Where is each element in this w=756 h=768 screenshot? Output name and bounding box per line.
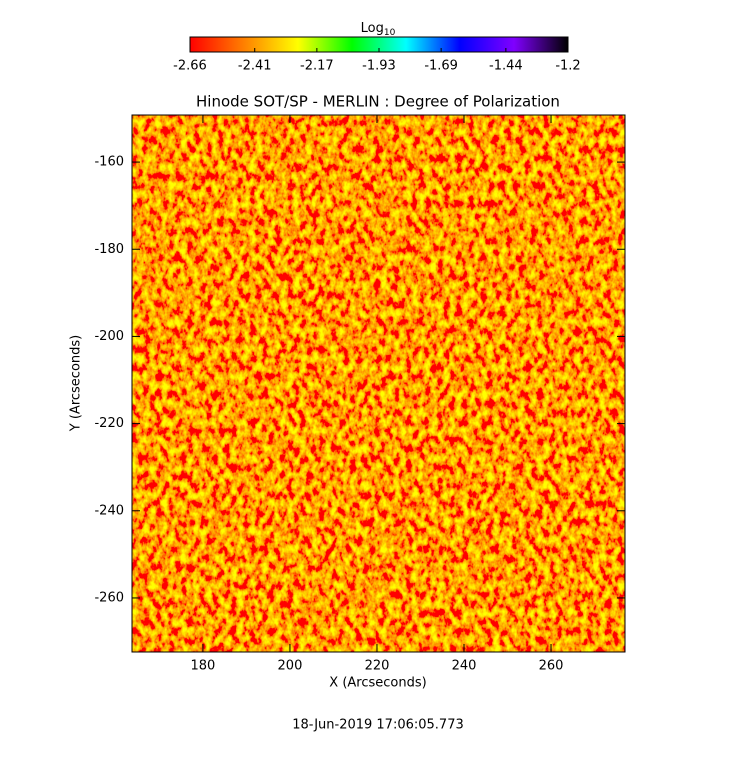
x-tick-label: 240 [452, 659, 477, 674]
y-tick-label: -220 [94, 416, 124, 431]
y-tick-label: -200 [94, 329, 124, 344]
y-tick-label: -180 [94, 242, 124, 257]
x-tick-label: 260 [539, 659, 564, 674]
x-tick-label: 200 [278, 659, 303, 674]
colorbar-title-text: Log [361, 21, 384, 36]
colorbar-tick-label: -1.69 [424, 59, 458, 74]
x-tick-label: 220 [365, 659, 390, 674]
x-tick-label: 180 [191, 659, 216, 674]
plot-frame [131, 114, 626, 653]
colorbar-tick-label: -2.66 [173, 59, 207, 74]
colorbar-title-subscript: 10 [384, 28, 396, 38]
colorbar-tick-label: -1.2 [555, 59, 580, 74]
polarization-image [132, 115, 625, 652]
colorbar-tick-label: -1.93 [362, 59, 396, 74]
colorbar-tick-label: -2.17 [300, 59, 334, 74]
y-tick-label: -260 [94, 590, 124, 605]
y-tick-label: -240 [94, 503, 124, 518]
colorbar-tick-label: -1.44 [489, 59, 523, 74]
x-axis-label: X (Arcseconds) [329, 676, 426, 691]
y-axis-label: Y (Arcseconds) [69, 335, 84, 432]
y-tick-label: -160 [94, 155, 124, 170]
chart-title: Hinode SOT/SP - MERLIN : Degree of Polar… [196, 93, 560, 111]
colorbar-title: Log10 [361, 21, 396, 38]
colorbar-tick-label: -2.41 [238, 59, 272, 74]
footer-date: 18-Jun-2019 17:06:05.773 [292, 718, 464, 733]
